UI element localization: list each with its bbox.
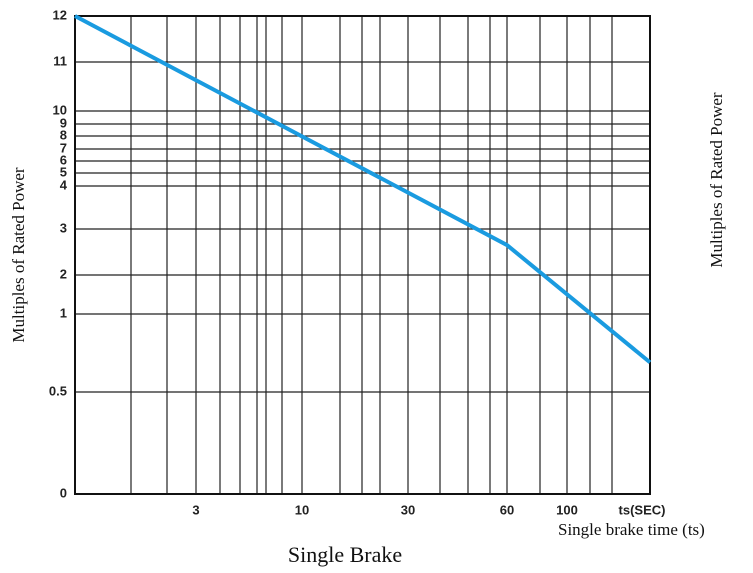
y-tick-label: 9: [60, 115, 67, 130]
x-tick-label: 10: [295, 502, 309, 517]
y-tick-label: 5: [60, 164, 67, 179]
y-tick-label: 8: [60, 127, 67, 142]
y-axis-title: Multiples of Rated Power: [9, 167, 28, 343]
x-tick-label: 60: [500, 502, 514, 517]
x-tick-label: 30: [401, 502, 415, 517]
y-tick-label: 0: [60, 485, 67, 500]
y-tick-label: 4: [60, 177, 68, 192]
data-line: [74, 14, 652, 364]
y-tick-label: 7: [60, 140, 67, 155]
y-tick-label: 0.5: [49, 383, 67, 398]
y-tick-label: 1: [60, 305, 67, 320]
side-y-axis-title: Multiples of Rated Power: [707, 92, 726, 268]
plot-frame: [74, 15, 651, 495]
y-tick-label: 11: [53, 53, 67, 68]
y-tick-label: 6: [60, 152, 67, 167]
x-tick-label: 3: [192, 502, 199, 517]
y-tick-label: 2: [60, 266, 67, 281]
chart-title: Single Brake: [288, 542, 402, 567]
x-unit-label: ts(SEC): [619, 502, 666, 517]
y-tick-label: 3: [60, 220, 67, 235]
side-x-axis-title: Single brake time (ts): [558, 520, 705, 539]
x-tick-label: 100: [556, 502, 578, 517]
y-tick-label: 12: [53, 7, 67, 22]
y-tick-label: 10: [53, 102, 67, 117]
